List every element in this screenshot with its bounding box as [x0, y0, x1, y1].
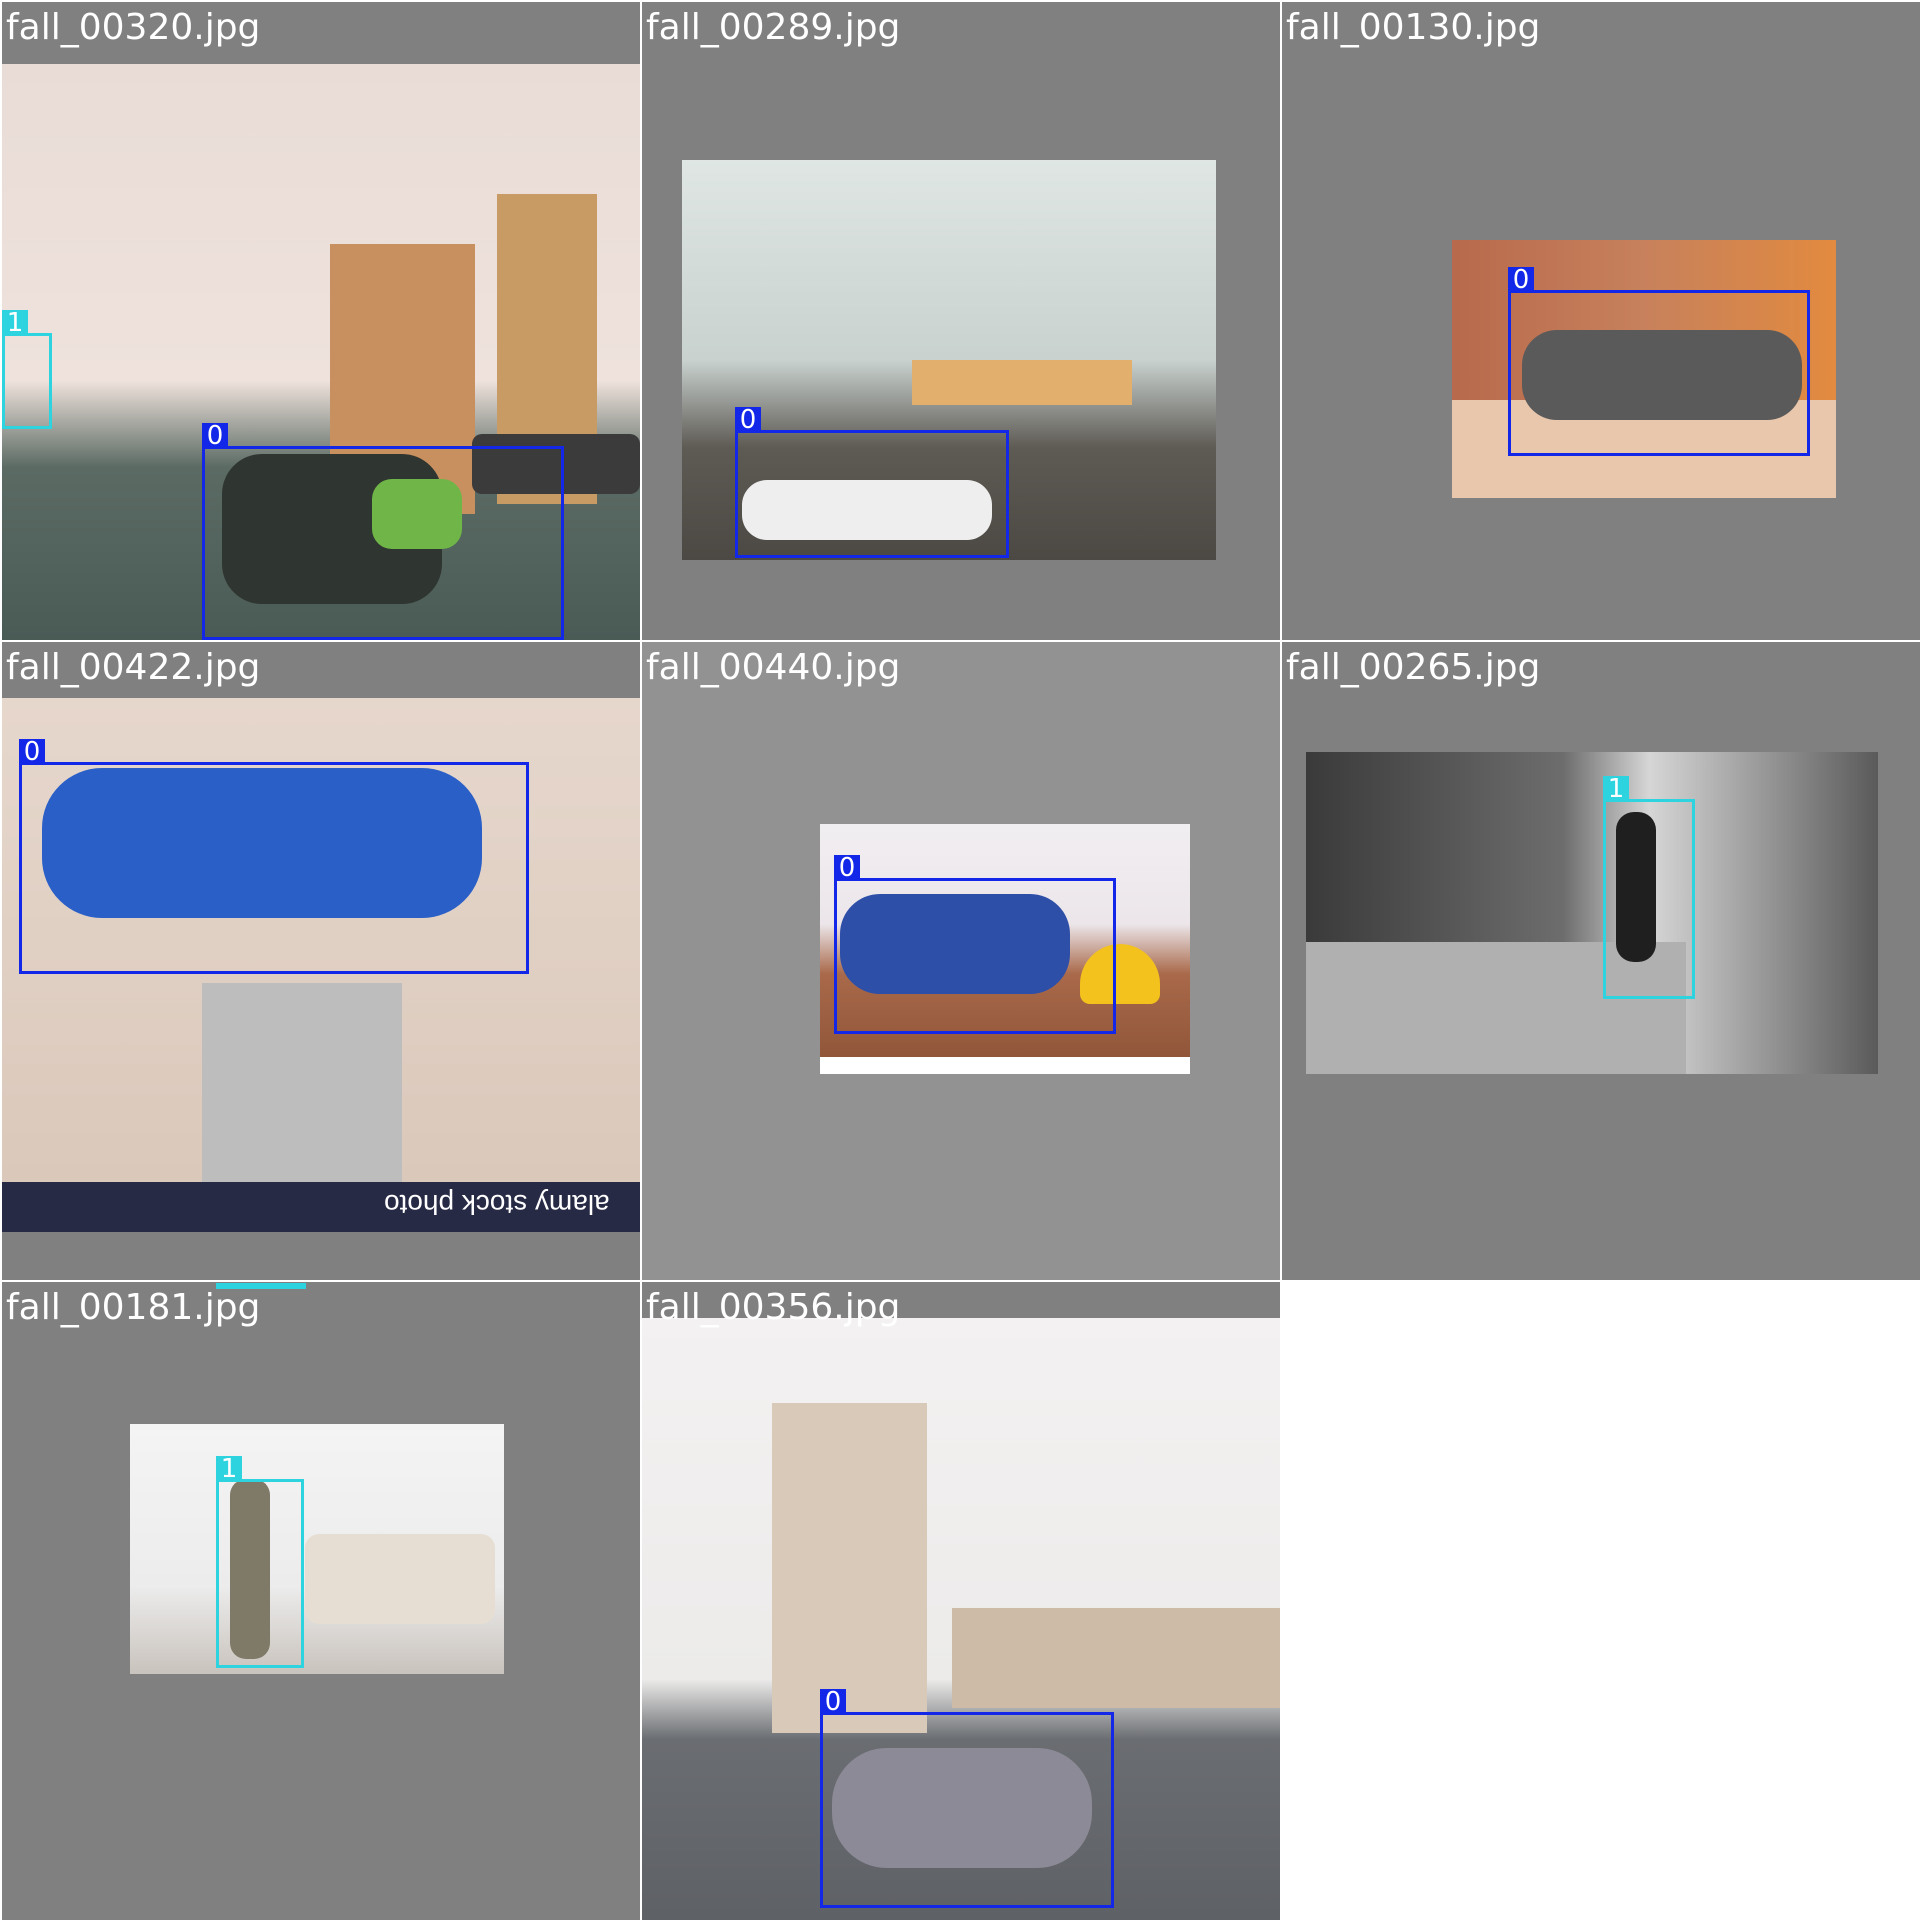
- photo-woman-with-broom: [130, 1424, 504, 1674]
- caption-strip: [820, 1057, 1190, 1074]
- tile-fall-00356: fall_00356.jpg 0: [642, 1282, 1280, 1920]
- bbox-class-1: 1: [1603, 776, 1695, 999]
- filename-label: fall_00320.jpg: [6, 7, 261, 48]
- bbox-class-0: 0: [820, 1689, 1114, 1908]
- tile-fall-00320: fall_00320.jpg 1 0: [2, 2, 640, 640]
- watermark-bar: alamy stock photo: [2, 1182, 640, 1232]
- chair-shape: [472, 434, 640, 494]
- filename-label: fall_00422.jpg: [6, 647, 261, 688]
- empty-cell: [1282, 1282, 1920, 1920]
- photo-office-crawling-man: [2, 64, 640, 640]
- photo-worker-fallen-ladder: alamy stock photo: [2, 698, 640, 1232]
- tile-fall-00422: fall_00422.jpg alamy stock photo 0: [2, 642, 640, 1280]
- filename-label: fall_00289.jpg: [646, 7, 901, 48]
- door-shape: [772, 1403, 927, 1733]
- watermark-text: alamy stock photo: [384, 1189, 610, 1220]
- bbox-class-0: 0: [834, 855, 1116, 1034]
- tile-fall-00265: fall_00265.jpg 1: [1282, 642, 1920, 1280]
- bench-shape: [912, 360, 1132, 405]
- class-label: 0: [19, 739, 45, 766]
- tile-fall-00181: fall_00181.jpg: [2, 1282, 640, 1920]
- tile-fall-00289: fall_00289.jpg 0: [642, 2, 1280, 640]
- filename-label: fall_00440.jpg: [646, 647, 901, 688]
- class-label: 0: [202, 423, 228, 450]
- bbox-class-0: 0: [735, 407, 1009, 558]
- person-shape: [840, 894, 1070, 994]
- person-shape: [42, 768, 482, 918]
- filename-label: fall_00130.jpg: [1286, 7, 1541, 48]
- shorts-shape: [372, 479, 462, 549]
- bbox-class-0: 0: [1508, 267, 1810, 456]
- filename-label: fall_00181.jpg: [6, 1287, 261, 1328]
- person-shape: [832, 1748, 1092, 1868]
- filename-label: fall_00356.jpg: [646, 1287, 901, 1328]
- person-shape: [742, 480, 992, 540]
- sofa-shape: [305, 1534, 495, 1624]
- class-label: 0: [735, 407, 761, 434]
- class-label: 0: [834, 855, 860, 882]
- class-label: 0: [1508, 267, 1534, 294]
- photo-office-woman-lying: [642, 1318, 1280, 1920]
- photo-worker-fallen-helmet: [820, 824, 1190, 1074]
- desk-shape: [952, 1608, 1280, 1708]
- bbox-class-1: 1: [216, 1456, 304, 1668]
- person-shape: [1522, 330, 1802, 420]
- filename-label: fall_00265.jpg: [1286, 647, 1541, 688]
- person-shape: [230, 1479, 270, 1659]
- bbox-class-1: 1: [2, 310, 52, 429]
- bbox-class-0: 0: [202, 423, 564, 640]
- photo-lobby-man-lying: [682, 160, 1216, 560]
- class-label: 0: [820, 1689, 846, 1716]
- class-label: 1: [1603, 776, 1629, 803]
- bbox-class-1: [216, 1283, 306, 1289]
- ladder-shape: [202, 983, 402, 1183]
- person-shape: [1616, 812, 1656, 962]
- bed-shape: [1306, 942, 1686, 1074]
- helmet-shape: [1080, 944, 1160, 1004]
- class-label: 1: [216, 1456, 242, 1483]
- photo-bedroom-standing-man: [1306, 752, 1878, 1074]
- tile-fall-00440: fall_00440.jpg 0: [642, 642, 1280, 1280]
- class-label: 1: [2, 310, 28, 337]
- bbox-class-0: 0: [19, 739, 529, 974]
- tile-fall-00130: fall_00130.jpg 0: [1282, 2, 1920, 640]
